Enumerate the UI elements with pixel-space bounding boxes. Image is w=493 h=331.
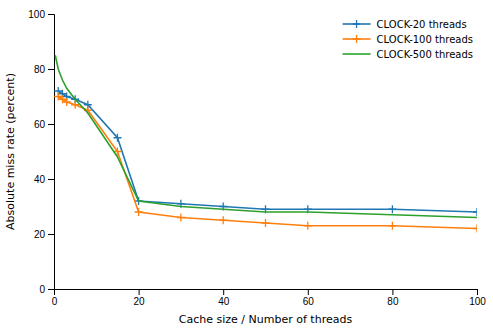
point-marker	[113, 134, 121, 142]
y-axis: 0 20 40 60 80 100	[28, 9, 54, 295]
tick: 80	[34, 64, 54, 75]
x-axis-title: Cache size / Number of threads	[179, 313, 353, 326]
point-marker	[63, 98, 71, 106]
legend-swatch	[343, 53, 371, 55]
axis-line	[48, 15, 55, 290]
y-axis-title: Absolute miss rate (percent)	[4, 73, 17, 230]
tick: 40	[218, 289, 230, 307]
tick-label: 20	[134, 296, 146, 307]
tick: 20	[134, 289, 146, 307]
legend-marker	[353, 35, 361, 43]
point-marker	[473, 208, 477, 216]
legend-entry: CLOCK-100 threads	[343, 34, 473, 45]
legend-label: CLOCK-100 threads	[377, 34, 473, 45]
axis-line	[55, 290, 478, 296]
tick: 60	[303, 289, 315, 307]
tick-mark	[392, 289, 393, 295]
tick-label: 100	[28, 9, 45, 20]
tick-mark	[48, 69, 54, 70]
tick: 0	[52, 289, 58, 307]
tick-mark	[308, 289, 309, 295]
point-marker	[177, 214, 185, 222]
tick-label: 40	[218, 296, 230, 307]
tick-label: 100	[469, 296, 486, 307]
tick-label: 60	[303, 296, 315, 307]
tick-mark	[139, 289, 140, 295]
tick: 80	[387, 289, 399, 307]
series-line	[55, 55, 477, 217]
tick-label: 0	[52, 296, 58, 307]
tick-label: 20	[34, 229, 46, 240]
legend-entry: CLOCK-20 threads	[343, 19, 467, 30]
tick-label: 80	[34, 64, 46, 75]
point-marker	[473, 225, 477, 233]
tick-label: 0	[39, 284, 45, 295]
tick-label: 40	[34, 174, 46, 185]
legend: CLOCK-20 threads CLOCK-100 threads CLOCK-5…	[343, 19, 473, 60]
tick-label: 80	[387, 296, 399, 307]
legend-entry: CLOCK-500 threads	[343, 49, 473, 60]
point-marker	[304, 222, 312, 230]
legend-marker	[353, 20, 361, 28]
tick-label: 60	[34, 119, 46, 130]
tick-mark	[477, 289, 478, 295]
series-line	[58, 97, 477, 229]
tick-mark	[48, 179, 54, 180]
tick-mark	[48, 289, 54, 290]
tick: 60	[34, 119, 54, 130]
tick-mark	[48, 14, 54, 15]
plot-area	[54, 55, 477, 232]
tick: 20	[34, 229, 54, 240]
chart: 0 20 40 60 80 100 0 20 40 60 80 100 CLOCK-20 threads…	[0, 0, 493, 331]
point-marker	[262, 219, 270, 227]
legend-label: CLOCK-20 threads	[377, 19, 467, 30]
x-axis: 0 20 40 60 80 100	[52, 289, 487, 307]
tick-mark	[48, 234, 54, 235]
tick: 0	[39, 284, 54, 295]
point-marker	[388, 222, 396, 230]
tick: 100	[469, 289, 486, 307]
tick: 40	[34, 174, 54, 185]
legend-label: CLOCK-500 threads	[377, 49, 473, 60]
point-marker	[135, 208, 143, 216]
tick-mark	[48, 124, 54, 125]
series-line	[58, 91, 477, 212]
point-marker	[388, 205, 396, 213]
tick: 100	[28, 9, 54, 20]
tick-mark	[223, 289, 224, 295]
point-marker	[219, 216, 227, 224]
